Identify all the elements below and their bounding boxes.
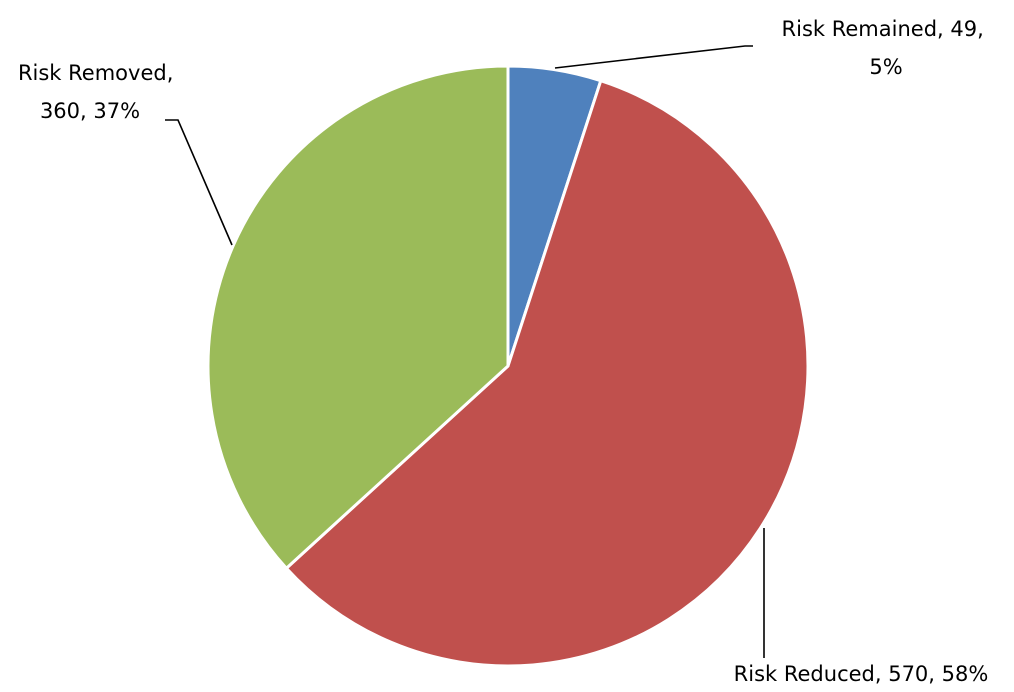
slice-risk-reduced — [284, 79, 810, 668]
slice-risk-removed — [206, 64, 510, 570]
pie-slices — [206, 64, 810, 668]
data-label-risk-remained-line-1: Risk Remained, 49, — [782, 17, 984, 41]
data-labels: Risk Remained, 49, 5% Risk Reduced, 570,… — [18, 17, 991, 686]
data-label-risk-reduced-line-1: Risk Reduced, 570, 58% — [734, 662, 989, 686]
data-label-risk-removed: Risk Removed, 360, 37% — [18, 61, 180, 123]
leader-line-risk-remained — [554, 45, 753, 69]
data-label-risk-remained: Risk Remained, 49, 5% — [782, 17, 991, 79]
data-label-risk-removed-line-2: 360, 37% — [40, 99, 140, 123]
leader-line-risk-removed — [165, 119, 233, 246]
data-label-risk-reduced: Risk Reduced, 570, 58% — [734, 662, 989, 686]
leader-lines — [165, 45, 765, 658]
data-label-risk-removed-line-1: Risk Removed, — [18, 61, 173, 85]
data-label-risk-remained-line-2: 5% — [869, 55, 902, 79]
